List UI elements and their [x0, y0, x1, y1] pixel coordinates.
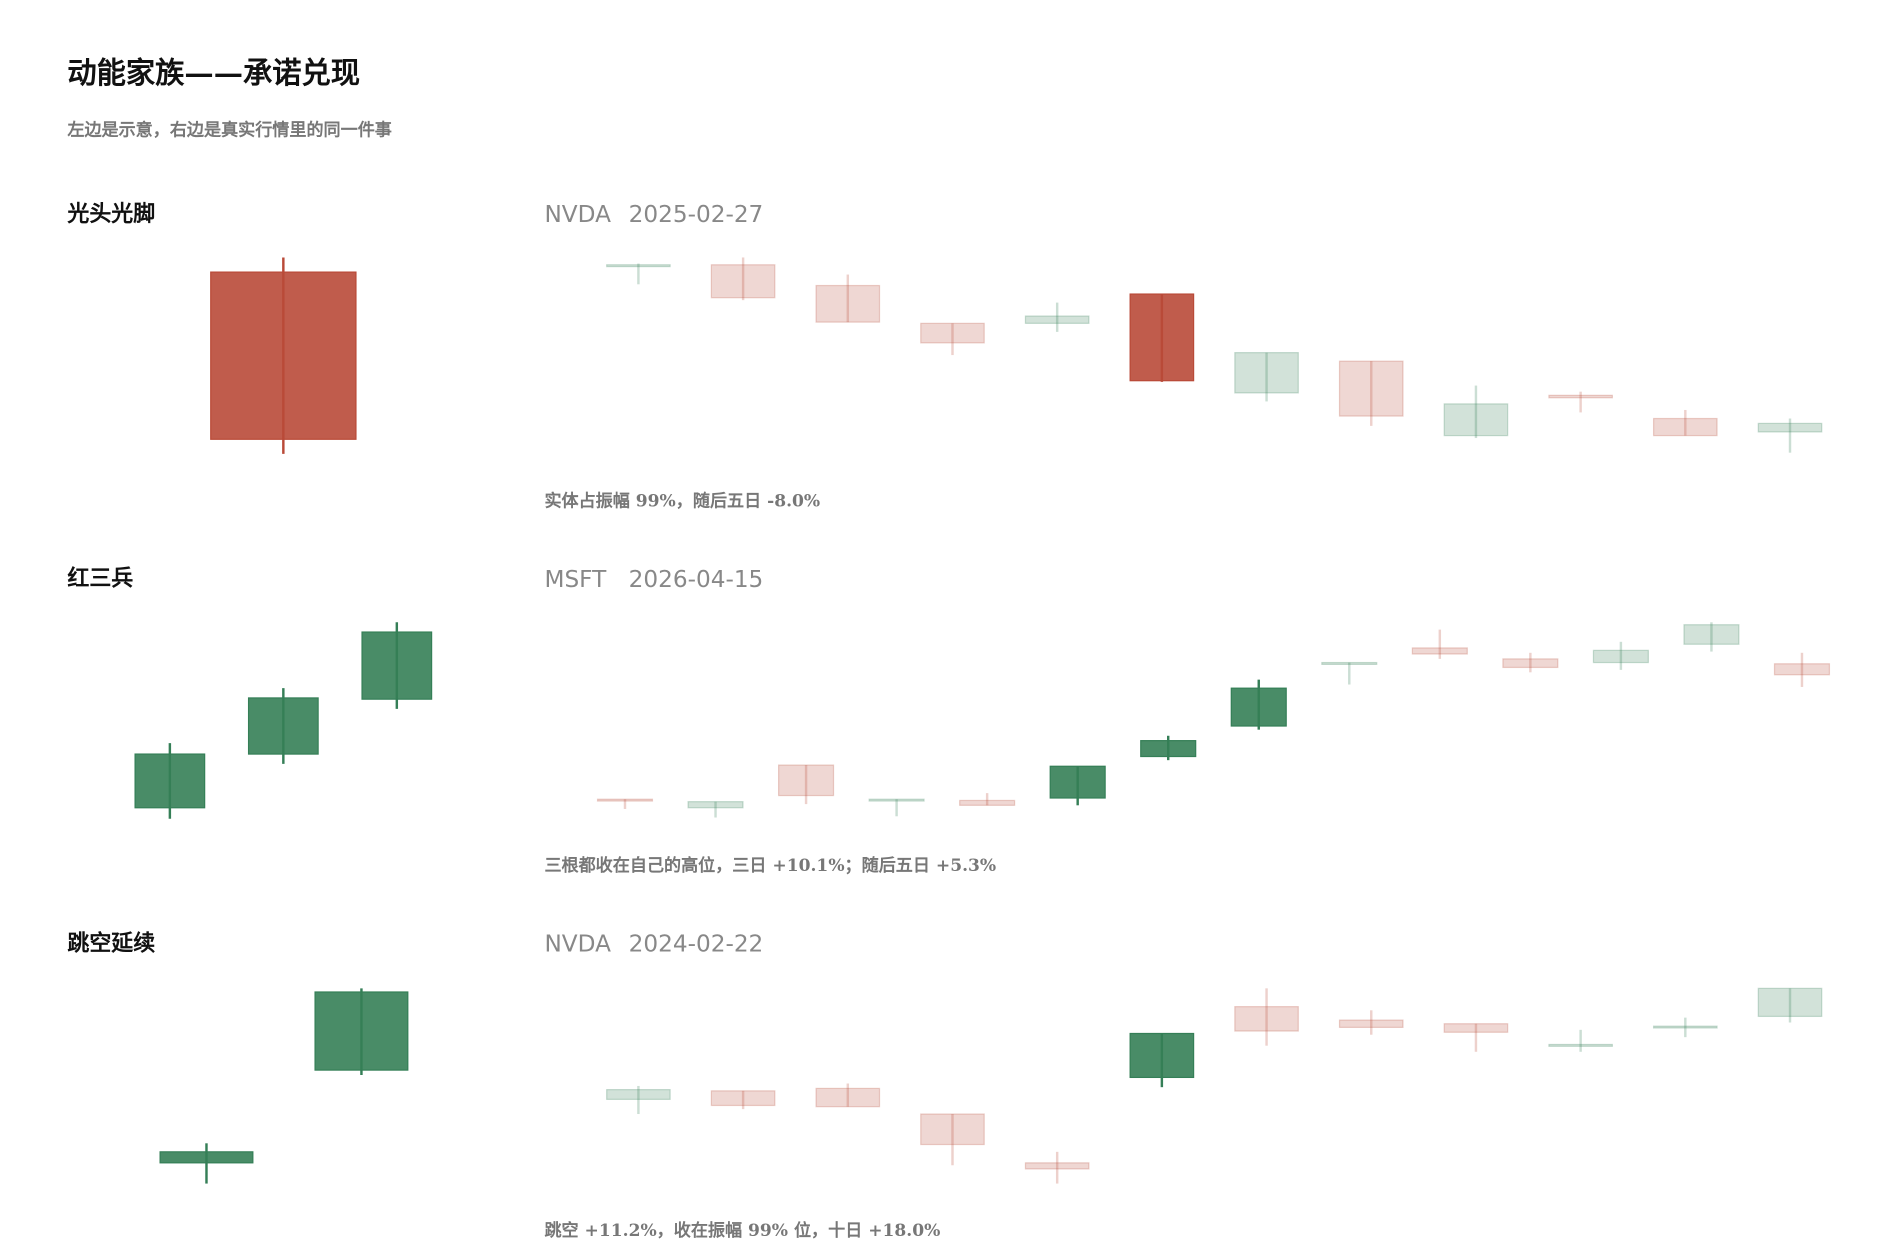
candle-body — [1129, 293, 1195, 382]
candle-body — [710, 1090, 776, 1107]
caption: 实体占振幅 99%，随后五日 -8.0% — [544, 490, 820, 511]
candle-body — [815, 1087, 881, 1108]
candle-body — [1773, 663, 1831, 676]
title: 动能家族——承诺兑现 — [67, 56, 360, 90]
candle-body — [1140, 740, 1197, 758]
candle-body — [134, 753, 206, 809]
caption: 跳空 +11.2%，收在振幅 99% 位，十日 +18.0% — [544, 1220, 940, 1241]
candle-body — [1024, 315, 1090, 324]
candle-body — [959, 799, 1016, 806]
candle-body — [1548, 394, 1613, 399]
candle-body — [1129, 1032, 1195, 1079]
candle-body — [920, 322, 985, 344]
ticker: NVDA — [544, 201, 611, 228]
candle-body — [159, 1151, 254, 1164]
section-label: 跳空延续 — [67, 931, 155, 957]
candle-body — [815, 284, 881, 323]
candle-body — [314, 991, 409, 1071]
date: 2024-02-22 — [629, 931, 764, 958]
candle-body — [1049, 765, 1106, 799]
candle-body — [1757, 987, 1823, 1018]
candle-body — [1338, 360, 1404, 417]
candle-body — [606, 1089, 671, 1100]
candle-body — [1652, 1025, 1718, 1029]
candle-body — [1548, 1043, 1613, 1047]
candle-body — [1592, 649, 1649, 664]
date: 2026-04-15 — [629, 566, 764, 593]
candle-body — [361, 631, 433, 700]
candle-body — [1230, 687, 1287, 727]
candle-body — [1443, 1023, 1509, 1033]
ticker: NVDA — [544, 931, 611, 958]
candle-body — [1683, 624, 1740, 645]
ticker: MSFT — [544, 566, 607, 593]
candle-body — [868, 798, 925, 802]
candle-body — [1321, 661, 1378, 665]
caption: 三根都收在自己的高位，三日 +10.1%；随后五日 +5.3% — [544, 855, 996, 876]
candle-body — [687, 801, 744, 809]
candle-body — [247, 697, 319, 755]
candle-body — [1502, 658, 1559, 669]
candle-body — [210, 271, 357, 440]
candle-body — [778, 764, 835, 797]
subtitle: 左边是示意，右边是真实行情里的同一件事 — [66, 119, 392, 140]
candle-body — [1234, 1006, 1299, 1032]
section-label: 光头光脚 — [66, 201, 155, 227]
candle-body — [1338, 1019, 1404, 1028]
candle-body — [710, 264, 776, 299]
candle-body — [1411, 647, 1468, 655]
date: 2025-02-27 — [629, 201, 764, 228]
candle-body — [1652, 417, 1718, 437]
candle-body — [606, 264, 671, 268]
candle-body — [1234, 352, 1299, 394]
candle-body — [1757, 422, 1823, 433]
candle-body — [1443, 403, 1509, 437]
section-label: 红三兵 — [67, 566, 133, 592]
candle-body — [1024, 1162, 1090, 1170]
candle-body — [920, 1113, 985, 1146]
candle-body — [596, 798, 654, 802]
